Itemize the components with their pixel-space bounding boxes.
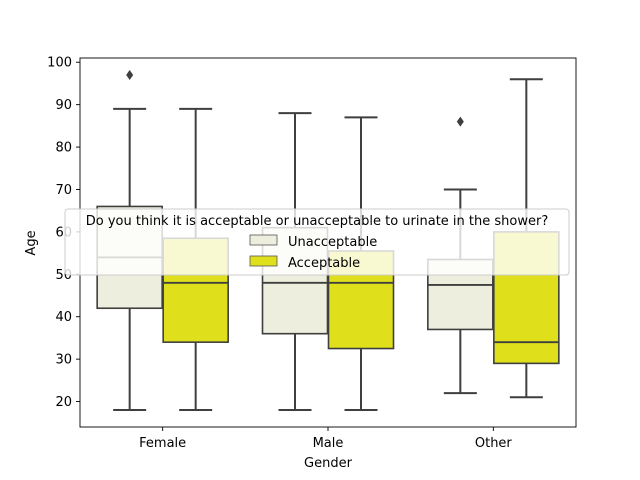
legend-title: Do you think it is acceptable or unaccep… xyxy=(86,214,548,229)
legend-swatch-unacceptable xyxy=(250,235,277,245)
y-tick-label-30: 30 xyxy=(55,353,72,368)
legend-label-acceptable: Acceptable xyxy=(288,256,360,271)
outlier-unacceptable-other xyxy=(457,117,464,127)
x-tick-label-other: Other xyxy=(475,436,513,451)
legend-swatch-acceptable xyxy=(250,256,277,266)
y-tick-label-70: 70 xyxy=(55,183,72,198)
y-tick-label-40: 40 xyxy=(55,310,72,325)
y-axis-label: Age xyxy=(24,230,39,255)
y-tick-label-90: 90 xyxy=(55,98,72,113)
x-tick-label-male: Male xyxy=(313,436,344,451)
legend: Do you think it is acceptable or unaccep… xyxy=(65,209,569,275)
legend-label-unacceptable: Unacceptable xyxy=(288,235,377,250)
y-tick-label-100: 100 xyxy=(47,56,72,71)
x-axis-label: Gender xyxy=(304,456,353,471)
x-tick-label-female: Female xyxy=(139,436,186,451)
y-tick-label-20: 20 xyxy=(55,395,72,410)
y-tick-label-80: 80 xyxy=(55,141,72,156)
outlier-unacceptable-female xyxy=(126,70,133,80)
